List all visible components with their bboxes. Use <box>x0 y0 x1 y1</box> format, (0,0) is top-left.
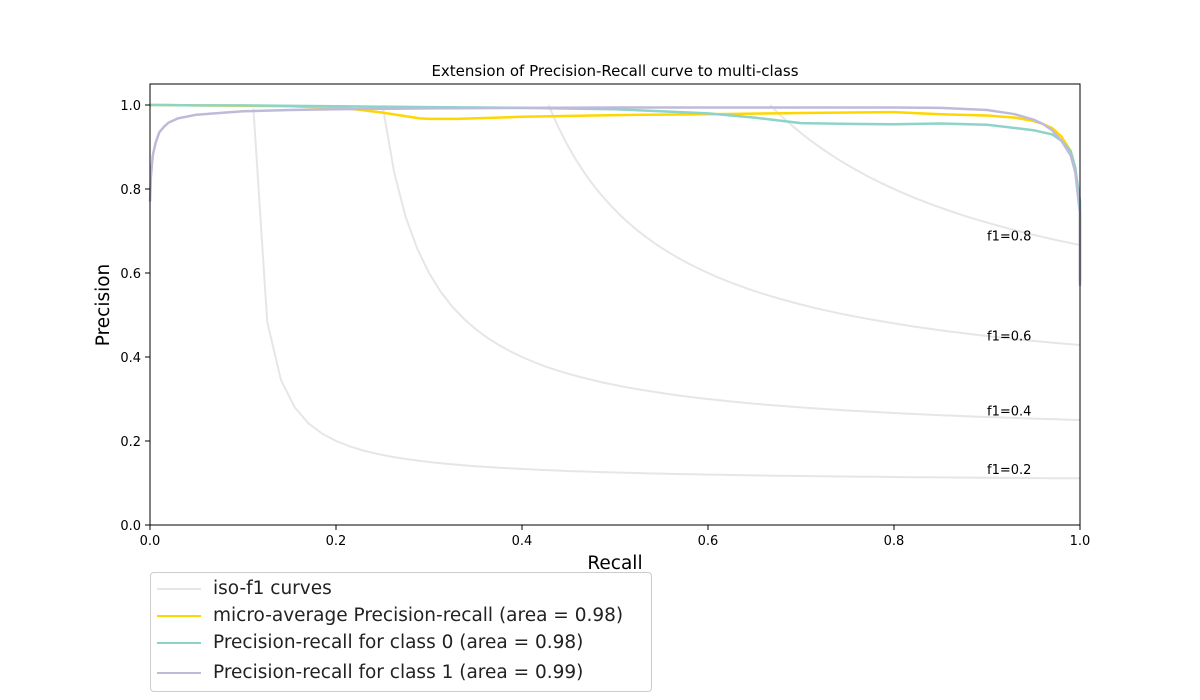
y-tick-label-0: 0.0 <box>120 519 141 534</box>
x-tick-label-1: 0.2 <box>326 534 347 549</box>
iso-f1-curve-3 <box>769 104 1080 246</box>
iso-f1-label-2: f1=0.6 <box>987 330 1031 345</box>
y-axis-ticks: 0.0 0.2 0.4 0.6 0.8 1.0 <box>120 99 150 534</box>
chart-title: Extension of Precision-Recall curve to m… <box>431 62 798 80</box>
legend-label-micro: micro-average Precision-recall (area = 0… <box>213 605 624 626</box>
x-tick-label-3: 0.6 <box>698 534 719 549</box>
legend-item-iso: iso-f1 curves <box>151 576 651 602</box>
x-tick-label-5: 1.0 <box>1070 534 1091 549</box>
plot-frame <box>149 83 1081 526</box>
x-axis-label: Recall <box>587 553 642 574</box>
y-tick-label-1: 0.2 <box>120 435 141 450</box>
legend-swatch-iso <box>157 588 201 590</box>
iso-f1-label-1: f1=0.4 <box>987 405 1031 420</box>
x-axis-ticks: 0.0 0.2 0.4 0.6 0.8 1.0 <box>140 525 1091 549</box>
y-tick-label-3: 0.6 <box>120 267 141 282</box>
iso-f1-curve-1 <box>381 105 1080 421</box>
y-tick-label-2: 0.4 <box>120 351 141 366</box>
legend-item-class-0: Precision-recall for class 0 (area = 0.9… <box>151 630 651 656</box>
iso-f1-label-0: f1=0.2 <box>987 463 1031 478</box>
legend-label-iso: iso-f1 curves <box>213 578 332 599</box>
legend-swatch-class-1 <box>157 672 201 674</box>
y-axis-label: Precision <box>93 264 114 347</box>
y-tick-label-5: 1.0 <box>120 99 141 114</box>
iso-f1-curves <box>252 104 1080 480</box>
legend-item-micro: micro-average Precision-recall (area = 0… <box>151 603 651 629</box>
y-tick-label-4: 0.8 <box>120 183 141 198</box>
legend-item-class-1: Precision-recall for class 1 (area = 0.9… <box>151 660 651 686</box>
x-tick-label-0: 0.0 <box>140 534 161 549</box>
iso-f1-curve-0 <box>252 108 1080 480</box>
series-line-2 <box>148 106 1082 286</box>
legend-swatch-class-0 <box>157 642 201 644</box>
series-lines <box>148 103 1082 286</box>
x-tick-label-2: 0.4 <box>512 534 533 549</box>
iso-f1-label-3: f1=0.8 <box>987 230 1031 245</box>
legend: iso-f1 curves micro-average Precision-re… <box>150 572 652 692</box>
legend-label-class-0: Precision-recall for class 0 (area = 0.9… <box>213 632 584 653</box>
x-tick-label-4: 0.8 <box>884 534 905 549</box>
legend-label-class-1: Precision-recall for class 1 (area = 0.9… <box>213 662 584 683</box>
series-line-1 <box>150 103 1082 282</box>
series-line-0 <box>150 103 1082 282</box>
iso-f1-curve-2 <box>547 104 1080 346</box>
legend-swatch-micro <box>157 615 201 617</box>
